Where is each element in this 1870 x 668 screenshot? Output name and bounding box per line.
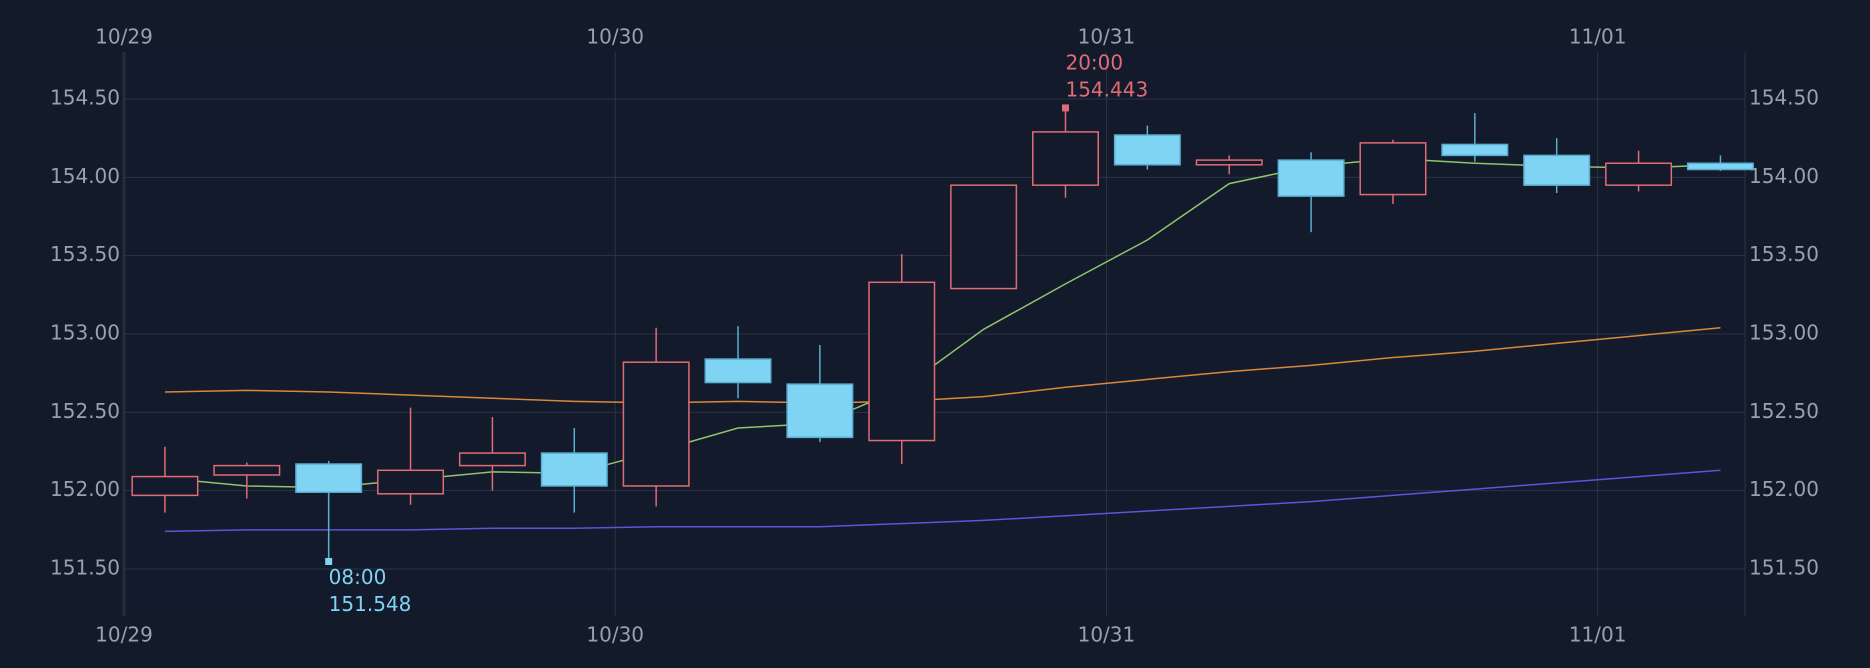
candle-body <box>1605 162 1673 186</box>
high-time: 20:00 <box>1065 50 1123 74</box>
x-tick-label: 10/29 <box>95 25 153 49</box>
candle-body <box>622 361 690 487</box>
ma-line <box>164 469 1721 533</box>
high-value: 154.443 <box>1065 77 1148 101</box>
x-tick-label: 10/31 <box>1078 25 1136 49</box>
y2-tick-label: 154.50 <box>1749 86 1819 110</box>
candle-body <box>1195 159 1263 166</box>
y2-tick-label: 154.00 <box>1749 164 1819 188</box>
low-marker <box>325 557 333 565</box>
y-tick-label: 153.00 <box>50 321 120 345</box>
y2-tick-label: 152.50 <box>1749 399 1819 423</box>
x-tick-label: 10/30 <box>586 623 644 647</box>
candle-body <box>1441 143 1509 157</box>
candle-body <box>950 184 1018 290</box>
low-value: 151.548 <box>329 592 412 616</box>
candle-body <box>704 358 772 384</box>
y2-tick-label: 151.50 <box>1749 556 1819 580</box>
candle-body <box>868 281 936 442</box>
x-tick-label: 11/01 <box>1569 25 1627 49</box>
candle-body <box>1277 159 1345 197</box>
candle-body <box>540 452 608 487</box>
candle-body <box>1359 142 1427 196</box>
y2-tick-label: 153.50 <box>1749 242 1819 266</box>
y-tick-label: 151.50 <box>50 556 120 580</box>
y-tick-label: 152.00 <box>50 477 120 501</box>
x-tick-label: 10/29 <box>95 623 153 647</box>
candle-body <box>377 469 445 495</box>
candle-body <box>1113 134 1181 166</box>
x-tick-label: 11/01 <box>1569 623 1627 647</box>
candle-body <box>295 463 363 493</box>
y2-tick-label: 153.00 <box>1749 321 1819 345</box>
ma-line <box>164 326 1721 404</box>
candle-body <box>131 475 199 497</box>
candle-body <box>213 464 281 476</box>
candle-body <box>458 452 526 467</box>
x-tick-label: 10/30 <box>586 25 644 49</box>
high-marker <box>1061 104 1069 112</box>
low-time: 08:00 <box>329 565 387 589</box>
y-tick-label: 152.50 <box>50 399 120 423</box>
candle-body <box>1686 162 1754 171</box>
y-tick-label: 154.00 <box>50 164 120 188</box>
y-tick-label: 153.50 <box>50 242 120 266</box>
y2-tick-label: 152.00 <box>1749 477 1819 501</box>
y-tick-label: 154.50 <box>50 86 120 110</box>
candle-body <box>1031 131 1099 186</box>
candle-body <box>1523 154 1591 186</box>
x-tick-label: 10/31 <box>1078 623 1136 647</box>
candle-body <box>786 383 854 439</box>
